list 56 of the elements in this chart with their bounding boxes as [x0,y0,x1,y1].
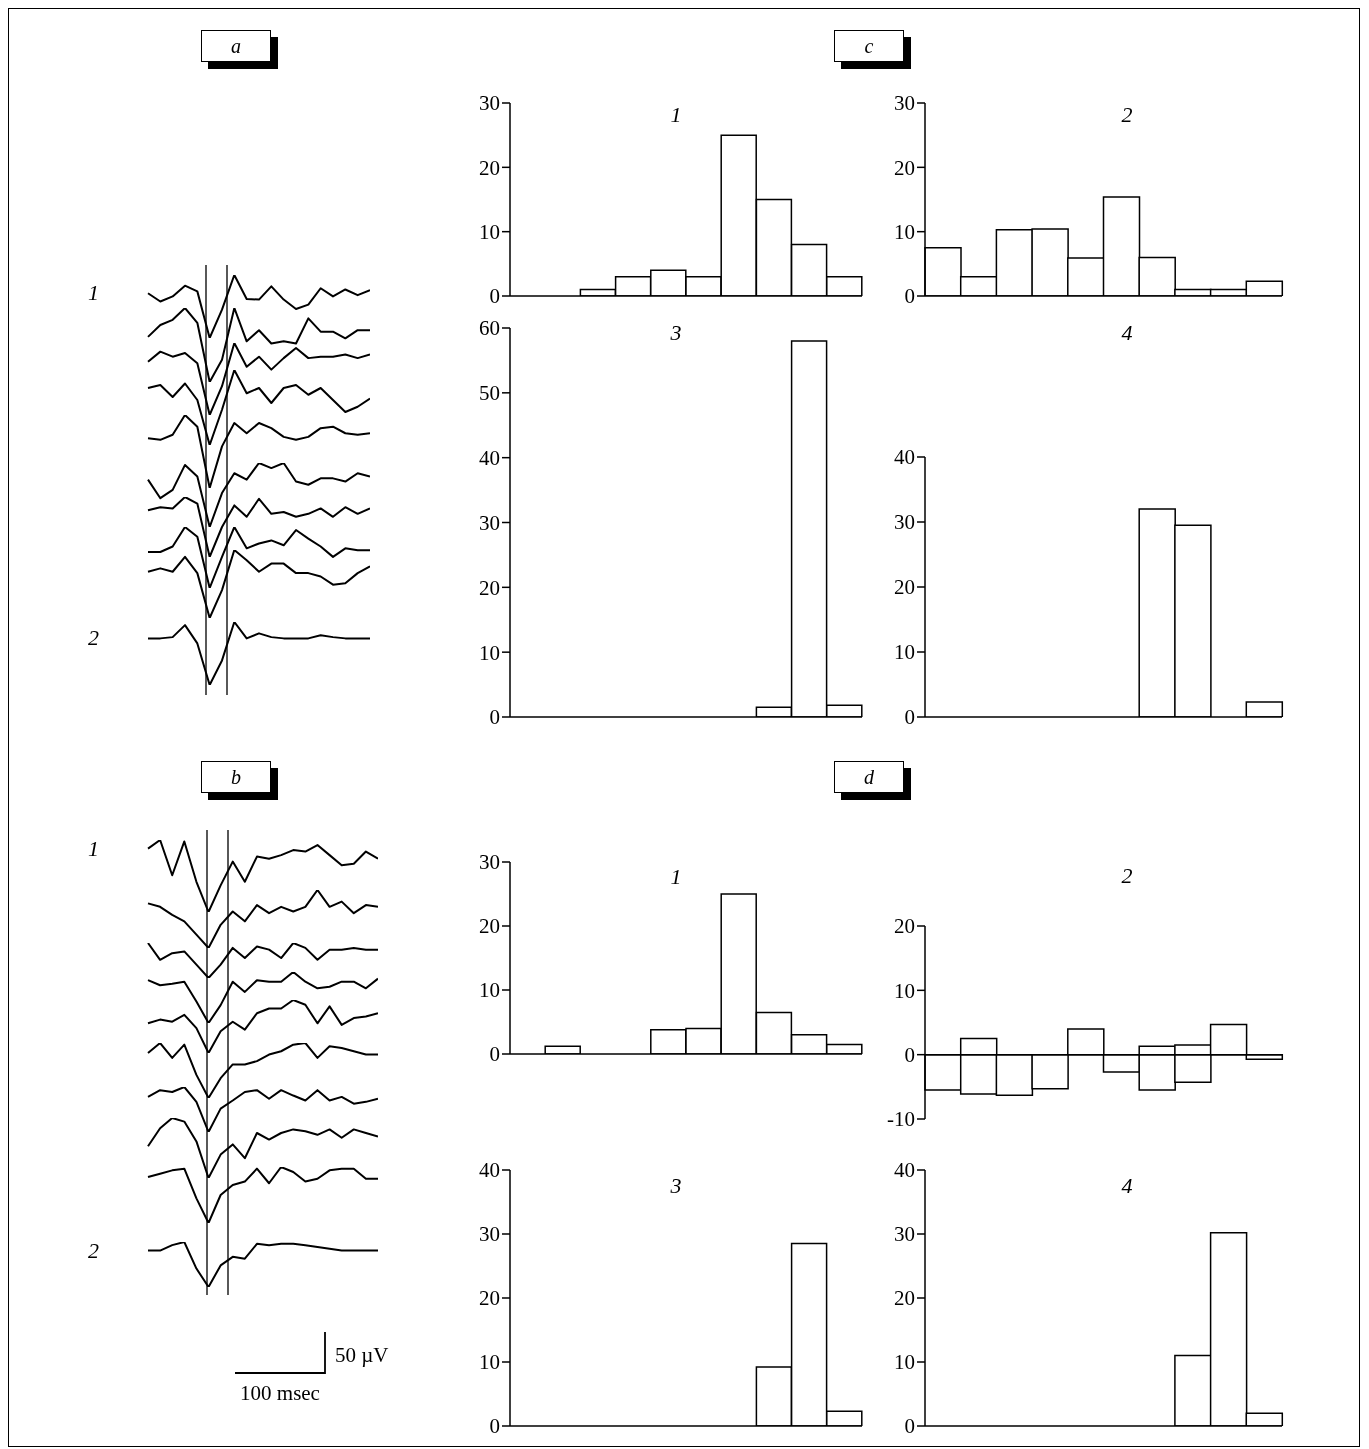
chart-title: a [231,34,241,58]
chart-title: 2 [1120,101,1134,129]
y-tick-label: 20 [479,1286,500,1311]
y-tick-label: 0 [904,1414,915,1439]
text: c [864,34,874,58]
y-tick-label: 20 [479,575,500,600]
chart-title: 1 [669,863,683,891]
y-tick-label: 10 [894,978,915,1003]
text: d [864,765,874,789]
y-tick-label: 10 [479,220,500,245]
y-tick-label: 20 [894,1286,915,1311]
y-tick-label: 40 [479,1158,500,1183]
text: 100 msec [239,1380,321,1406]
chart-title: 3 [669,1172,683,1200]
chart-title: 4 [1120,319,1134,347]
y-tick-label: 20 [479,155,500,180]
y-tick-label: 0 [904,284,915,309]
y-tick-label: 20 [894,575,915,600]
y-tick-label: 30 [479,510,500,535]
text: 2 [88,1237,99,1263]
y-tick-label: 40 [894,445,915,470]
y-tick-label: 10 [479,1350,500,1375]
y-tick-label: 30 [894,1222,915,1247]
y-tick-label: 30 [894,510,915,535]
y-tick-label: 60 [479,316,500,341]
text: 1 [88,280,99,306]
text: 2 [88,625,99,651]
y-tick-label: 10 [894,220,915,245]
y-tick-label: -10 [887,1107,915,1132]
y-tick-label: 30 [479,850,500,875]
y-tick-label: 10 [894,640,915,665]
y-tick-label: 40 [479,446,500,471]
y-tick-label: 0 [489,284,500,309]
text: 1 [88,835,99,861]
y-tick-label: 20 [894,155,915,180]
y-tick-label: 20 [894,914,915,939]
chart-title: b [231,765,241,789]
y-tick-label: 10 [479,640,500,665]
chart-title: 1 [669,101,683,129]
y-tick-label: 10 [894,1350,915,1375]
y-tick-label: 10 [479,978,500,1003]
y-tick-label: 0 [489,1042,500,1067]
y-tick-label: 20 [479,914,500,939]
y-tick-label: 30 [479,1222,500,1247]
y-tick-label: 40 [894,1158,915,1183]
y-tick-label: 0 [489,1414,500,1439]
chart-title: 3 [669,319,683,347]
y-tick-label: 30 [479,91,500,116]
y-tick-label: 30 [894,91,915,116]
y-tick-label: 0 [489,705,500,730]
chart-title: 2 [1120,862,1134,890]
y-tick-label: 0 [904,1043,915,1068]
y-tick-label: 50 [479,381,500,406]
chart-title: 4 [1120,1172,1134,1200]
text: 50 µV [335,1342,390,1368]
y-tick-label: 0 [904,705,915,730]
